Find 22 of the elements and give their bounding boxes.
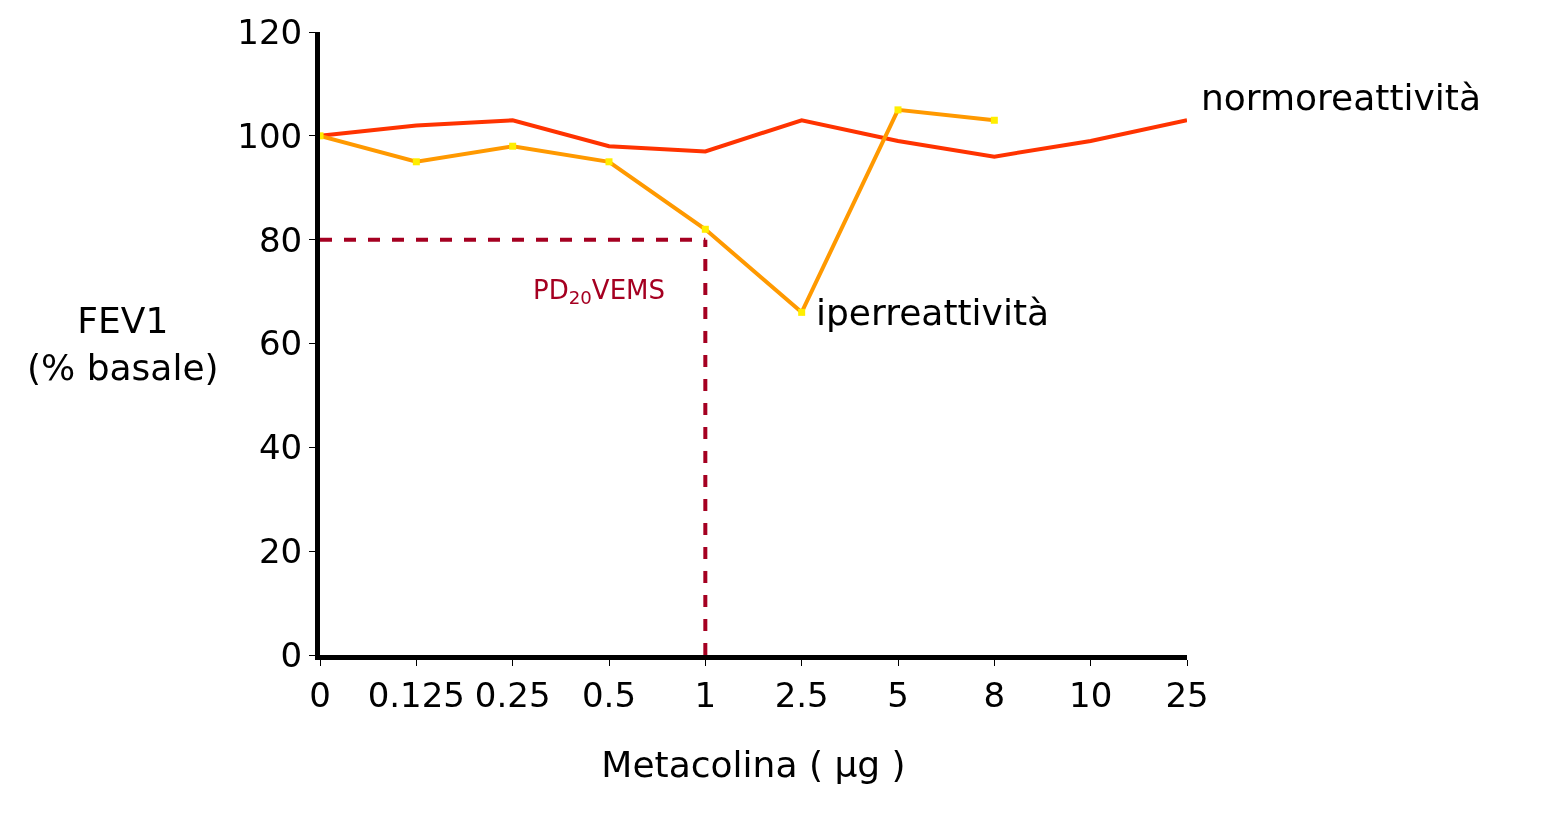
x-axis-title: Metacolina ( μg ) bbox=[601, 744, 906, 786]
x-tick-label: 0 bbox=[309, 674, 331, 715]
x-tick-label: 10 bbox=[1069, 674, 1113, 715]
y-tick-label: 40 bbox=[258, 427, 303, 468]
y-axis-title: FEV1 (% basale) bbox=[27, 300, 219, 388]
x-tick-label: 8 bbox=[983, 674, 1006, 715]
y-tick-label: 100 bbox=[237, 115, 303, 156]
x-tick-label: 0.5 bbox=[581, 674, 637, 715]
x-tick-label: 5 bbox=[887, 674, 909, 715]
y-tick-label: 20 bbox=[258, 531, 303, 572]
series-label: normoreattività bbox=[1201, 77, 1482, 118]
x-tick-label: 2.5 bbox=[774, 674, 829, 715]
y-tick-label: 80 bbox=[258, 219, 303, 260]
x-tick-label: 1 bbox=[694, 674, 717, 715]
y-tick-label: 0 bbox=[280, 634, 303, 675]
ref-line-label: PD$_{20}$VEMS bbox=[533, 275, 666, 309]
series-label: iperreattività bbox=[816, 292, 1050, 333]
y-tick-label: 60 bbox=[258, 323, 303, 364]
x-tick-label: 0.25 bbox=[474, 674, 551, 715]
x-tick-label: 0.125 bbox=[367, 674, 465, 715]
y-tick-label: 120 bbox=[237, 11, 303, 52]
x-tick-label: 25 bbox=[1165, 674, 1209, 715]
